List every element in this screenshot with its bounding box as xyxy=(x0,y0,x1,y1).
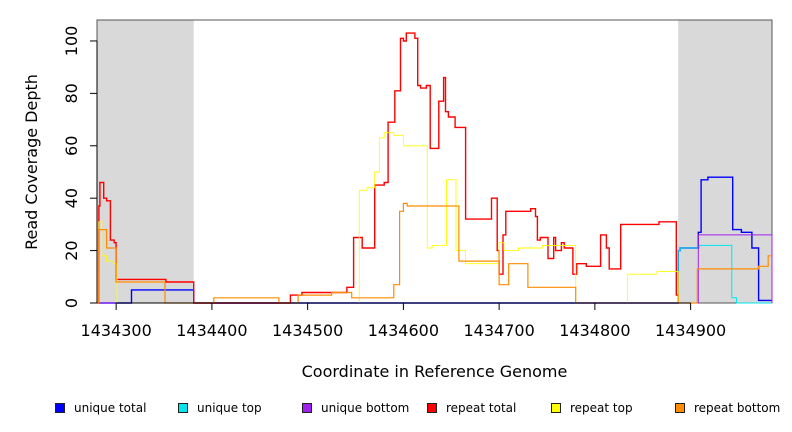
legend-item-repeat-bottom: repeat bottom xyxy=(675,398,780,418)
x-axis-title: Coordinate in Reference Genome xyxy=(302,362,568,381)
legend-swatch xyxy=(427,403,437,413)
x-tick-label: 1434700 xyxy=(463,321,534,340)
shaded-regions xyxy=(97,20,772,303)
legend-item-repeat-top: repeat top xyxy=(551,398,633,418)
y-tick-label: 80 xyxy=(62,83,81,103)
legend-label: repeat total xyxy=(446,401,517,415)
legend-label: unique top xyxy=(197,401,262,415)
x-tick-label: 1434600 xyxy=(368,321,439,340)
legend-swatch xyxy=(551,403,561,413)
y-tick-label: 100 xyxy=(62,26,81,57)
series-lines xyxy=(97,32,773,304)
legend-label: unique bottom xyxy=(321,401,410,415)
legend-item-repeat-total: repeat total xyxy=(427,398,516,418)
legend-swatch xyxy=(675,403,685,413)
x-tick-label: 1434300 xyxy=(81,321,152,340)
y-tick-label: 60 xyxy=(62,136,81,156)
legend-label: unique total xyxy=(74,401,147,415)
legend-item-unique-total: unique total xyxy=(55,398,146,418)
series-line-repeat-bottom xyxy=(97,202,772,304)
y-tick-label: 20 xyxy=(62,240,81,260)
x-tick-label: 1434400 xyxy=(176,321,247,340)
plot-frame xyxy=(96,19,773,304)
series-line-unique-total xyxy=(97,176,772,304)
legend-label: repeat bottom xyxy=(694,401,781,415)
legend-swatch xyxy=(302,403,312,413)
legend-swatch xyxy=(178,403,188,413)
series-line-repeat-top xyxy=(97,132,679,304)
x-tick-label: 1434500 xyxy=(272,321,343,340)
y-axis-title: Read Coverage Depth xyxy=(22,74,41,250)
coverage-chart: 1434300 1434400 1434500 1434600 1434700 14348… xyxy=(22,19,773,381)
legend: unique total unique top unique bottom re… xyxy=(0,398,792,420)
y-tick-label: 40 xyxy=(62,188,81,208)
legend-label: repeat top xyxy=(570,401,633,415)
axes: 1434300 1434400 1434500 1434600 1434700 14348… xyxy=(62,26,726,340)
x-tick-label: 1434900 xyxy=(655,321,726,340)
x-tick-label: 1434800 xyxy=(559,321,630,340)
shaded-region xyxy=(678,20,772,303)
legend-item-unique-bottom: unique bottom xyxy=(302,398,409,418)
series-line-unique-top xyxy=(97,244,772,304)
legend-swatch xyxy=(55,403,65,413)
y-tick-label: 0 xyxy=(62,298,81,308)
shaded-region xyxy=(97,20,194,303)
legend-item-unique-top: unique top xyxy=(178,398,262,418)
